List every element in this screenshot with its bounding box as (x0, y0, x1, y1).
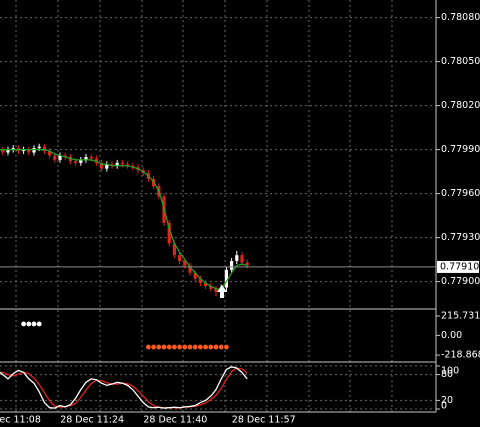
candle-body (79, 159, 83, 163)
y-tick-label: 0.77900 (441, 276, 480, 287)
candle-body (58, 155, 62, 160)
y-tick-label: 215.7314 (441, 310, 480, 321)
vertical-grid (15, 0, 393, 412)
signal-dot (182, 344, 188, 350)
candle-body (230, 261, 234, 270)
candle-body (240, 255, 244, 263)
signal-dot (21, 321, 26, 327)
signal-dot (172, 344, 177, 350)
candle-body (193, 272, 197, 279)
signal-dot (177, 344, 183, 350)
x-tick-label: 28 Dec 11:24 (60, 415, 124, 426)
signal-dot (218, 344, 224, 350)
signal-dot (192, 344, 198, 350)
y-tick-label: 0.00 (441, 330, 462, 341)
candle-body (89, 156, 93, 159)
candle-body (131, 165, 135, 168)
signal-dot (166, 344, 172, 350)
signal-dot (213, 344, 219, 350)
signal-dot (224, 344, 229, 350)
oscillator-line (0, 367, 248, 409)
y-tick-label: 0.77960 (441, 188, 480, 199)
candle-body (204, 283, 208, 286)
moving-average-line (0, 149, 248, 290)
candle-body (120, 162, 124, 165)
candle-body (183, 261, 187, 266)
candle-body (94, 158, 98, 163)
y-tick-label: 0.78080 (441, 12, 480, 23)
signal-dot (187, 344, 193, 350)
candle-body (126, 164, 130, 166)
candle-body (198, 278, 202, 284)
candle-body (105, 164, 109, 169)
candle-body (188, 265, 192, 273)
candle-body (235, 255, 239, 262)
candle-body (224, 269, 228, 288)
candle-body (84, 156, 88, 160)
candle-body (172, 243, 176, 256)
x-tick-label: 28 Dec 11:57 (232, 415, 296, 426)
signal-dot (36, 321, 42, 327)
candle-body (100, 162, 104, 169)
candle-body (53, 155, 57, 160)
candle-body (42, 146, 46, 152)
y-tick-label: 0.78020 (441, 100, 480, 111)
candle-body (63, 155, 67, 157)
x-tick-label: 28 Dec 11:08 (0, 415, 41, 426)
signal-dot (203, 344, 209, 350)
y-tick-label: 0.78050 (441, 56, 480, 67)
candle-body (37, 146, 41, 149)
signal-dot (161, 344, 167, 350)
candle-body (214, 288, 218, 292)
candle-body (74, 161, 78, 163)
y-tick-label: 20 (441, 395, 453, 406)
y-tick-label: 0.77930 (441, 232, 480, 243)
candle-body (1, 149, 5, 153)
candle-body (110, 164, 114, 166)
candle-body (27, 149, 31, 153)
y-tick-label: 0.77990 (441, 144, 480, 155)
y-tick-label: 100 (441, 366, 459, 377)
y-tick-label: 0 (441, 401, 447, 412)
last-price-label: 0.77910 (440, 261, 479, 272)
candle-body (22, 149, 26, 152)
signal-dot (151, 344, 157, 350)
signal-dot (208, 344, 214, 350)
y-tick-label: 80 (441, 369, 453, 380)
candle-body (48, 151, 52, 156)
y-tick-label: -218.8687 (441, 350, 480, 361)
candle-body (115, 162, 119, 166)
signal-dot (156, 344, 162, 350)
signal-dot (146, 344, 151, 350)
candle-body (245, 262, 249, 266)
buy-arrow (217, 285, 227, 298)
plot-area (0, 17, 436, 410)
signal-dot (198, 344, 203, 350)
candle-body (178, 255, 182, 262)
candle-body (167, 222, 171, 244)
signal-dot (26, 321, 32, 327)
x-tick-label: 28 Dec 11:40 (143, 415, 207, 426)
candle-body (68, 156, 72, 162)
candle-body (209, 286, 213, 289)
candle-body (32, 148, 36, 153)
last-price-box (437, 260, 479, 273)
signal-dot (31, 321, 37, 327)
candle-body (6, 149, 10, 153)
oscillator-line (0, 366, 248, 409)
candle-body (11, 148, 15, 150)
